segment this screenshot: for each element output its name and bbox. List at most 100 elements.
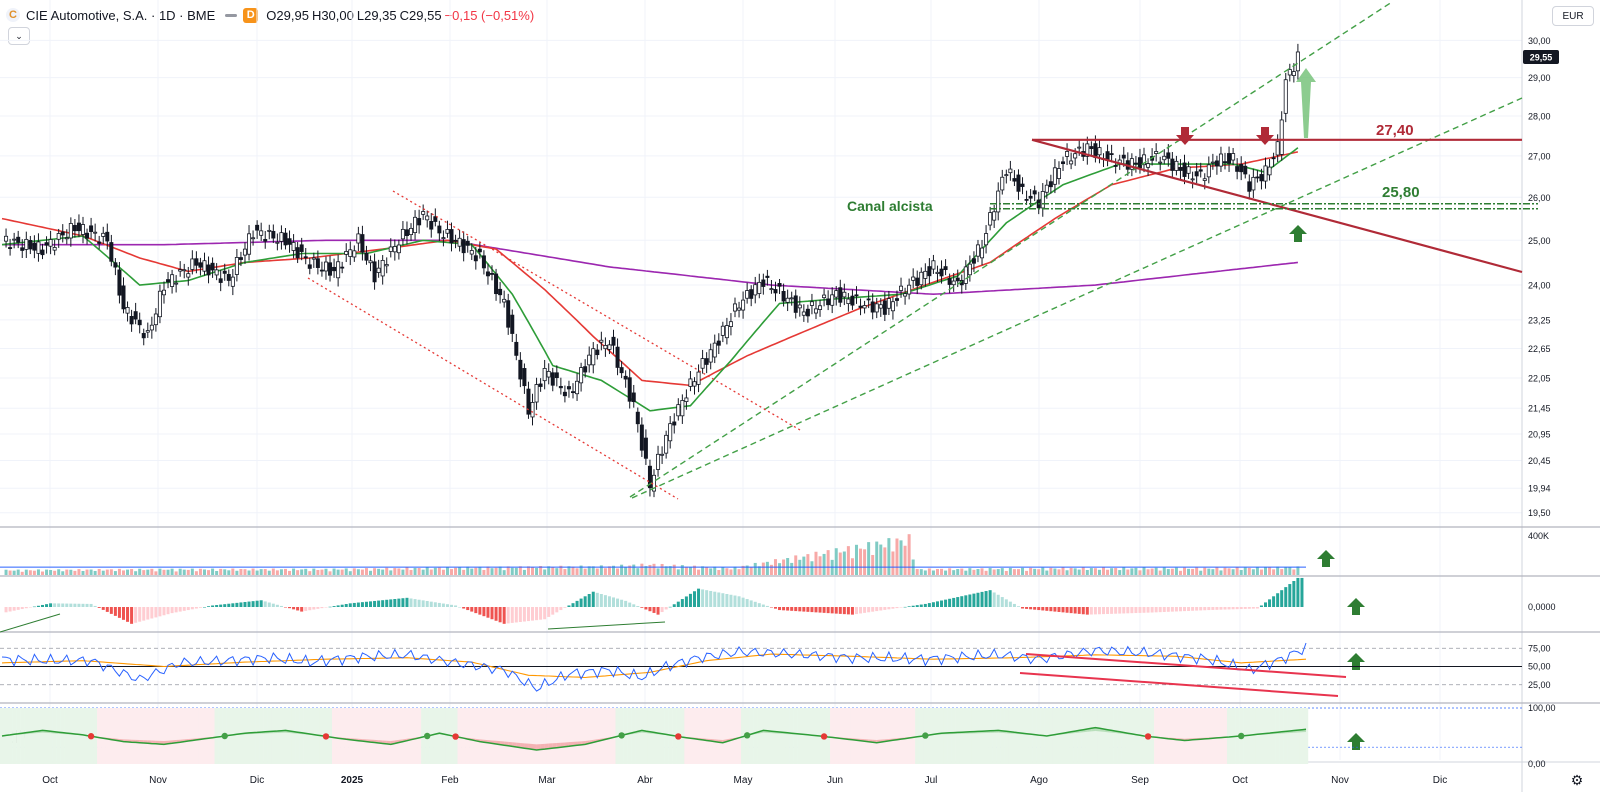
macd-histogram-bar: [911, 605, 915, 607]
osc-background-band: [465, 708, 470, 764]
candle-body: [785, 297, 790, 303]
volume-bar: [308, 571, 312, 575]
osc-background-band: [842, 708, 847, 764]
candle-body: [494, 273, 499, 295]
candle-body: [1032, 190, 1037, 195]
macd-histogram-bar: [1012, 603, 1016, 607]
osc-background-band: [441, 708, 446, 764]
macd-histogram-bar: [324, 607, 328, 608]
osc-background-band: [562, 708, 568, 764]
candle-body: [749, 289, 754, 299]
volume-bar: [1085, 570, 1089, 575]
osc-background-band: [356, 708, 361, 764]
candle-body: [704, 358, 709, 365]
osc-background-band: [753, 708, 758, 764]
osc-background-band: [1251, 708, 1256, 764]
candle-body: [1004, 174, 1009, 177]
macd-histogram-bar: [445, 604, 449, 607]
macd-histogram-bar: [360, 602, 364, 607]
candle-body: [28, 240, 33, 250]
candle-body: [526, 388, 531, 415]
volume-bar: [1146, 569, 1150, 575]
macd-histogram-bar: [1122, 607, 1126, 614]
time-axis[interactable]: Oct Nov Dic 2025 Feb Mar Abr May Jun Jul Ago Sep Oct…: [42, 775, 1447, 786]
candle-body: [178, 269, 183, 272]
macd-histogram-bar: [806, 607, 810, 612]
candle-body: [1174, 160, 1179, 171]
macd-histogram-bar: [992, 592, 996, 607]
symbol-title[interactable]: CIE Automotive, S.A. · 1D · BME: [26, 7, 216, 23]
volume-bar: [1150, 568, 1154, 575]
macd-histogram-bar: [1004, 599, 1008, 607]
ma_long-line: [2, 239, 1298, 296]
macd-histogram-bar: [782, 607, 786, 611]
candle-body: [1178, 167, 1183, 171]
currency-button[interactable]: EUR: [1552, 6, 1594, 26]
candle-body: [777, 283, 782, 287]
volume-bar: [684, 566, 688, 575]
osc-background-band: [757, 708, 762, 764]
osc-background-band: [1121, 708, 1126, 764]
candle-body: [919, 271, 924, 286]
macd-histogram-bar: [1174, 607, 1178, 612]
osc-background-band: [631, 708, 636, 764]
price-tick-label: 27,00: [1528, 151, 1551, 161]
macd-histogram-bar: [648, 607, 652, 612]
candle-body: [878, 304, 883, 309]
candle-body: [854, 294, 859, 297]
volume-bar: [198, 568, 202, 575]
visibility-icon[interactable]: [225, 13, 238, 17]
volume-bar: [692, 565, 696, 575]
candle-body: [344, 251, 349, 255]
osc-background-band: [607, 708, 612, 764]
volume-bar: [142, 570, 146, 575]
macd-histogram-bar: [842, 607, 846, 615]
osc-background-band: [850, 708, 855, 764]
macd-histogram-bar: [1215, 607, 1219, 610]
candle-body: [615, 346, 620, 368]
macd-histogram-bar: [150, 607, 154, 619]
osc-background-band: [202, 708, 207, 764]
volume-bar: [466, 566, 470, 575]
gear-icon[interactable]: ⚙: [1570, 772, 1584, 788]
channel-label: Canal alcista: [847, 198, 933, 214]
macd-histogram-bar: [616, 598, 620, 607]
candle-body: [587, 354, 592, 366]
osc-background-band: [250, 708, 256, 764]
macd-histogram-bar: [571, 603, 575, 607]
candle-body: [153, 313, 158, 326]
candle-body: [773, 289, 778, 294]
osc-background-band: [846, 708, 851, 764]
volume-bar: [575, 568, 579, 575]
candle-body: [12, 238, 17, 241]
osc-fill-segment: [548, 743, 553, 749]
macd-histogram-bar: [522, 607, 526, 622]
candle-body: [271, 230, 276, 239]
macd-histogram-bar: [397, 598, 401, 607]
osc-background-band: [44, 708, 49, 764]
osc-background-band: [307, 708, 312, 764]
volume-bar: [1272, 569, 1276, 575]
osc-background-band: [805, 708, 811, 764]
price-tick-label: 23,25: [1528, 315, 1551, 325]
macd-histogram-bar: [794, 607, 798, 612]
osc-background-band: [368, 708, 373, 764]
osc-background-band: [809, 708, 815, 764]
macd-histogram-bar: [1081, 607, 1085, 615]
data-badge[interactable]: D: [243, 7, 259, 23]
candle-body: [85, 232, 90, 239]
candle-body: [846, 298, 851, 305]
candle-body: [805, 308, 810, 317]
candle-body: [60, 231, 65, 236]
volume-bar: [1008, 567, 1012, 575]
osc-background-band: [64, 708, 69, 764]
volume-bar: [680, 565, 684, 575]
osc-background-band: [931, 708, 936, 764]
price-axis[interactable]: 30,00 29,00 28,00 27,00 26,00 25,00 24,00 23,25…: [1523, 36, 1559, 769]
osc-background-band: [1186, 708, 1191, 764]
candle-body: [566, 386, 571, 390]
candle-body: [870, 301, 875, 313]
candle-body: [1263, 165, 1268, 182]
osc-background-band: [939, 708, 944, 764]
